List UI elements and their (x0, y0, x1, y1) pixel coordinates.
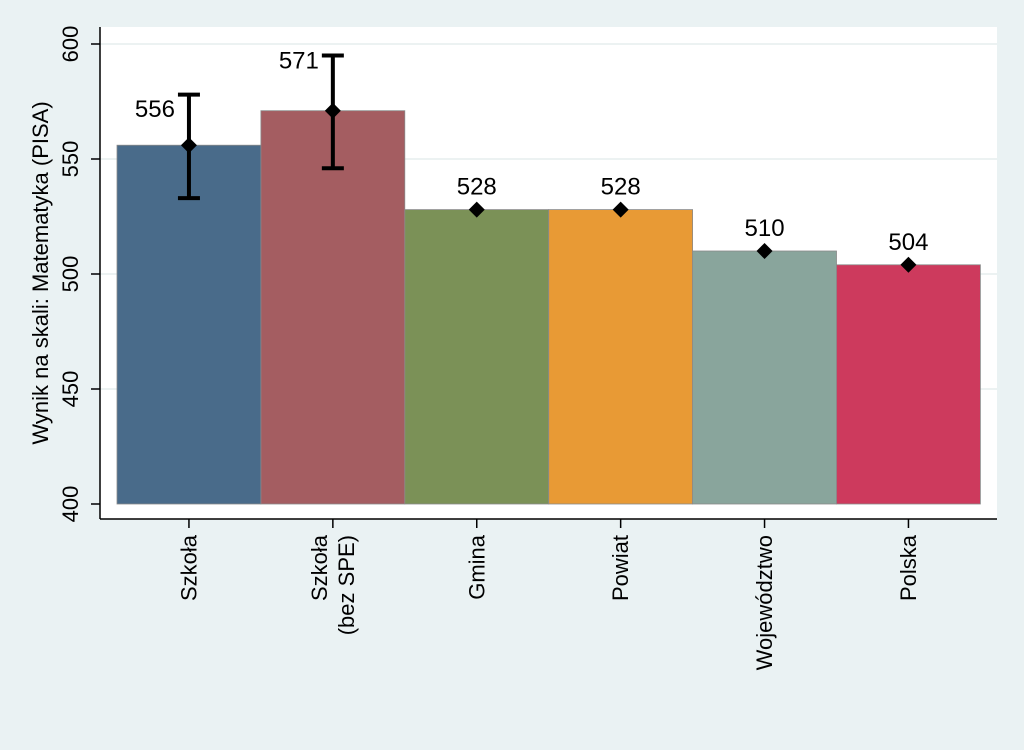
y-tick-label: 400 (58, 486, 83, 523)
y-tick-label: 500 (58, 256, 83, 293)
x-tick-label: Gmina (464, 534, 489, 600)
data-label: 528 (601, 174, 641, 201)
value-marker (612, 201, 629, 218)
value-marker (900, 256, 917, 273)
data-label: 510 (745, 215, 785, 242)
data-labels: 556 571 528 528 510 504 (135, 48, 929, 256)
y-tick-label: 600 (58, 26, 83, 63)
bar (692, 250, 837, 505)
y-axis-title: Wynik na skali: Matematyka (PISA) (28, 101, 53, 444)
y-tick-label: 450 (58, 371, 83, 408)
x-tick-label: Szkoła (176, 534, 201, 601)
value-marker (468, 201, 485, 218)
data-label: 571 (279, 48, 319, 75)
value-marker (180, 137, 197, 154)
bar (836, 264, 981, 505)
y-tick-label: 550 (58, 141, 83, 178)
x-tick-label: Powiat (608, 535, 633, 601)
bar (548, 209, 694, 505)
data-label: 504 (888, 229, 928, 256)
data-label: 556 (135, 96, 175, 123)
value-markers (180, 102, 917, 273)
bar (116, 144, 262, 505)
x-tick-label: Województwo (752, 535, 777, 670)
bar (404, 209, 550, 505)
bars (116, 110, 981, 505)
x-tick-label: Polska (896, 534, 921, 601)
x-ticks: Szkoła Szkoła (bez SPE) Gmina Powiat Wojewódz… (176, 519, 921, 670)
x-tick-label: (bez SPE) (334, 535, 359, 635)
axes (99, 27, 997, 520)
bar (260, 110, 406, 505)
value-marker (324, 102, 341, 119)
y-ticks: 400 450 500 550 600 (58, 26, 100, 523)
data-label: 528 (457, 174, 497, 201)
x-tick-label: Szkoła (307, 534, 332, 601)
value-marker (756, 243, 773, 259)
